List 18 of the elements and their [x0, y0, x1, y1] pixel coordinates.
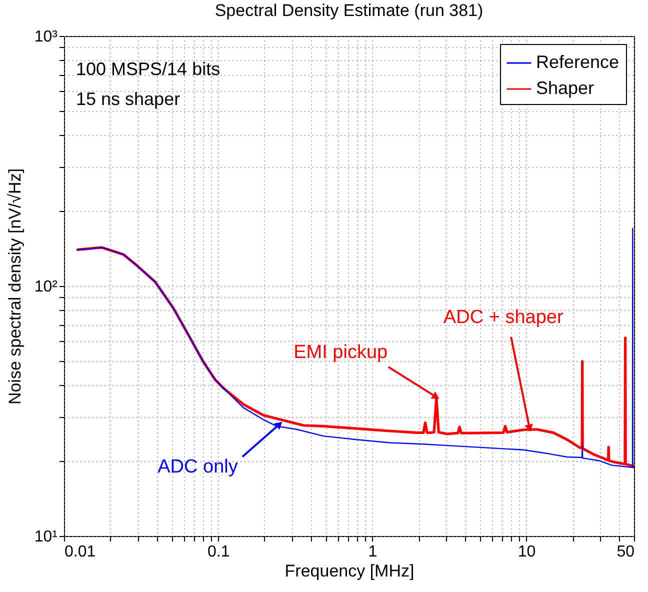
chart-title: Spectral Density Estimate (run 381) [214, 1, 484, 20]
annotation: 100 MSPS/14 bits [76, 59, 220, 79]
x-tick-label: 1 [368, 544, 378, 560]
y-tick-label: 10² [34, 278, 58, 296]
x-tick-label: 10 [518, 544, 536, 560]
annotation: 15 ns shaper [76, 89, 180, 109]
y-tick-label: 10³ [34, 28, 58, 46]
x-tick-label: 50 [616, 544, 635, 560]
x-tick-label: 0.01 [64, 544, 96, 560]
legend-label: Reference [536, 52, 620, 72]
annotation: ADC only [158, 456, 238, 478]
annotation: EMI pickup [294, 342, 388, 363]
x-axis-title: Frequency [MHz] [284, 562, 414, 580]
annotation: ADC + shaper [443, 306, 564, 328]
x-tick-label: 0.1 [207, 544, 230, 560]
y-tick-label: 10¹ [34, 528, 58, 546]
legend-label: Shaper [536, 78, 594, 98]
y-axis-title: Noise spectral density [nV/√Hz] [5, 168, 24, 405]
